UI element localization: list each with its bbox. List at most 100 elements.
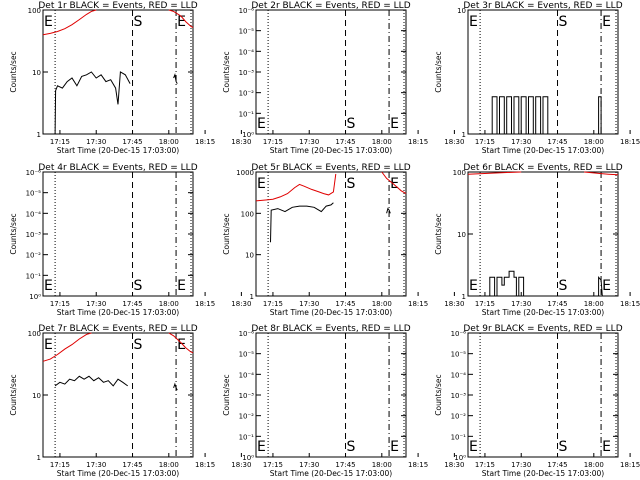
y-tick-label: 10⁻³ xyxy=(451,392,467,400)
x-tick-label: 18:00 xyxy=(159,461,179,469)
x-tick-label: 18:15 xyxy=(195,461,215,469)
events-series-line xyxy=(598,275,603,297)
y-tick-label: 10 xyxy=(457,231,466,239)
panel-det-1: Det 1r BLACK = Events, RED = LLD E S E 1 10 10… xyxy=(9,1,251,155)
event-marker-label: E xyxy=(469,278,478,294)
panel-title: Det 9r BLACK = Events, RED = LLD xyxy=(463,324,622,334)
lld-series-line xyxy=(381,171,407,195)
x-axis-label: Start Time (20-Dec-15 17:03:00) xyxy=(57,308,179,317)
event-marker-label: E xyxy=(177,337,186,353)
x-axis-label: Start Time (20-Dec-15 17:03:00) xyxy=(57,146,179,155)
y-tick-label: 100 xyxy=(28,330,41,338)
x-tick-label: 18:30 xyxy=(444,461,464,469)
x-axis-label: Start Time (20-Dec-15 17:03:00) xyxy=(270,146,392,155)
x-tick-label: 18:00 xyxy=(584,461,604,469)
event-marker-label: S xyxy=(134,14,143,30)
panel-det-5: Det 5r BLACK = Events, RED = LLD E S E 1 10 10… xyxy=(222,163,464,317)
event-marker-label: E xyxy=(44,14,53,30)
x-tick-label: 18:00 xyxy=(159,300,179,308)
events-series-line xyxy=(173,382,178,391)
lld-series-line xyxy=(42,332,92,362)
y-tick-label: 10⁻³ xyxy=(239,392,255,400)
y-tick-label: 1 xyxy=(250,293,254,301)
x-tick-label: 17:15 xyxy=(50,138,70,146)
x-tick-label: 17:45 xyxy=(122,300,142,308)
x-tick-label: 17:45 xyxy=(547,461,567,469)
event-marker-label: E xyxy=(469,14,478,30)
x-tick-label: 18:15 xyxy=(620,300,640,308)
y-tick-label: 10⁻¹ xyxy=(239,433,255,441)
x-axis-label: Start Time (20-Dec-15 17:03:00) xyxy=(270,469,392,478)
y-tick-label: 10⁰ xyxy=(454,454,466,462)
y-tick-label: 10 xyxy=(32,392,41,400)
x-tick-label: 18:00 xyxy=(159,138,179,146)
events-series-line xyxy=(386,207,391,214)
lld-series-line xyxy=(168,9,194,29)
y-tick-label: 10⁻¹ xyxy=(451,433,467,441)
panel-title: Det 7r BLACK = Events, RED = LLD xyxy=(38,324,197,334)
x-tick-label: 17:30 xyxy=(86,138,106,146)
x-axis-label: Start Time (20-Dec-15 17:03:00) xyxy=(270,308,392,317)
x-tick-label: 18:30 xyxy=(231,138,251,146)
x-tick-label: 18:15 xyxy=(620,461,640,469)
event-marker-label: S xyxy=(559,439,568,455)
x-tick-label: 17:45 xyxy=(335,461,355,469)
x-tick-label: 17:15 xyxy=(263,138,283,146)
y-tick-label: 10⁻⁶ xyxy=(239,7,255,15)
x-tick-label: 18:00 xyxy=(584,138,604,146)
event-marker-label: E xyxy=(602,439,611,455)
event-marker-label: S xyxy=(559,14,568,30)
panel-title: Det 2r BLACK = Events, RED = LLD xyxy=(251,1,410,11)
y-tick-label: 10 xyxy=(245,252,254,260)
y-tick-label: 10 xyxy=(32,69,41,77)
plot-frame xyxy=(255,171,407,297)
y-tick-label: 10⁻³ xyxy=(239,69,255,77)
y-tick-label: 10⁻⁴ xyxy=(26,210,42,218)
x-tick-label: 17:30 xyxy=(511,300,531,308)
x-tick-label: 17:30 xyxy=(86,461,106,469)
lld-series-line xyxy=(42,9,97,36)
y-tick-label: 10⁻⁵ xyxy=(239,351,255,359)
x-tick-label: 18:00 xyxy=(372,138,392,146)
x-tick-label: 17:15 xyxy=(475,300,495,308)
event-marker-label: E xyxy=(257,116,266,132)
y-axis-label: Counts/sec xyxy=(9,213,18,254)
event-marker-label: S xyxy=(347,439,356,455)
y-tick-label: 10⁻¹ xyxy=(26,272,42,280)
x-axis-label: Start Time (20-Dec-15 17:03:00) xyxy=(482,308,604,317)
events-series-line xyxy=(54,375,128,387)
event-marker-label: E xyxy=(257,439,266,455)
x-tick-label: 18:00 xyxy=(372,461,392,469)
y-tick-label: 10⁻² xyxy=(239,413,255,421)
event-marker-label: E xyxy=(44,337,53,353)
plot-frame xyxy=(42,332,194,458)
x-tick-label: 18:30 xyxy=(444,138,464,146)
x-axis-label: Start Time (20-Dec-15 17:03:00) xyxy=(482,469,604,478)
events-series-line xyxy=(491,96,549,135)
x-tick-label: 18:15 xyxy=(408,138,428,146)
x-axis-label: Start Time (20-Dec-15 17:03:00) xyxy=(482,146,604,155)
x-tick-label: 18:00 xyxy=(372,300,392,308)
x-tick-label: 18:30 xyxy=(231,461,251,469)
event-marker-label: S xyxy=(347,176,356,192)
x-tick-label: 17:15 xyxy=(263,461,283,469)
x-tick-label: 17:45 xyxy=(547,300,567,308)
event-marker-label: S xyxy=(134,278,143,294)
y-tick-label: 1000 xyxy=(236,169,254,177)
y-tick-label: 1 xyxy=(37,454,41,462)
event-marker-label: S xyxy=(559,278,568,294)
plot-frame xyxy=(42,171,194,297)
x-tick-label: 18:15 xyxy=(408,300,428,308)
y-tick-label: 10⁻² xyxy=(26,252,42,260)
y-axis-label: Counts/sec xyxy=(222,51,231,92)
event-marker-label: E xyxy=(390,116,399,132)
lld-series-line xyxy=(467,171,522,175)
x-tick-label: 18:15 xyxy=(620,138,640,146)
event-marker-label: E xyxy=(602,14,611,30)
events-series-line xyxy=(270,202,334,243)
